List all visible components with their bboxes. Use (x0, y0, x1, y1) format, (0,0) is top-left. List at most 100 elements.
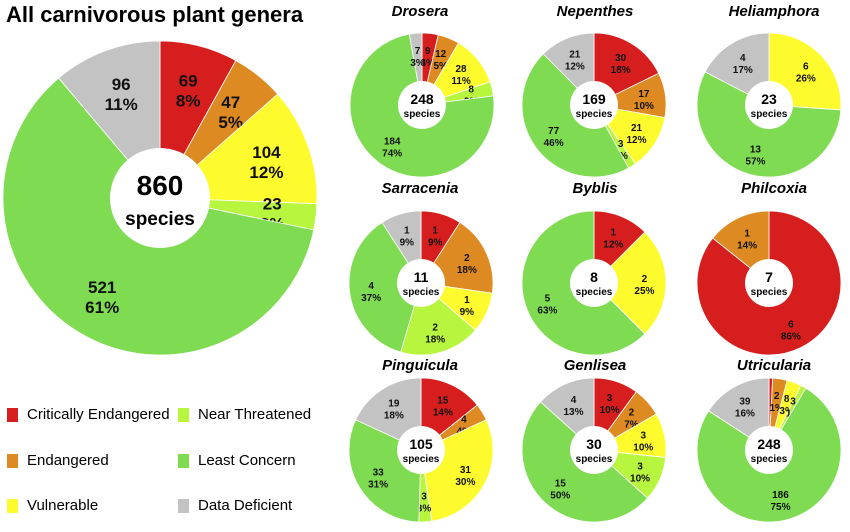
center-species-label: species (404, 109, 441, 120)
slice-count-label: 39 (739, 397, 751, 408)
slice-percent-label: 75% (770, 502, 790, 513)
slice-count-label: 7 (415, 46, 421, 57)
legend-swatch-vulnerable (7, 498, 18, 513)
slice-percent-label: 10% (630, 473, 650, 484)
slice-count-label: 1 (432, 226, 438, 237)
slice-percent-label: 57% (745, 157, 765, 168)
slice-count-label: 30 (615, 53, 627, 64)
slice-percent-label: 9% (428, 238, 443, 249)
center-species-label: species (576, 287, 613, 298)
slice-count-label: 104 (252, 143, 281, 162)
slice-count-label: 6 (788, 319, 794, 330)
legend-data-deficient: Data Deficient (178, 497, 292, 514)
slice-count-label: 21 (569, 49, 581, 60)
legend-label: Endangered (27, 452, 109, 469)
slice-percent-label: 18% (457, 265, 477, 276)
slice-count-label: 23 (263, 195, 282, 214)
slice-count-label: 4 (740, 53, 746, 64)
slice-count-label: 3 (618, 139, 624, 150)
slice-count-label: 31 (460, 465, 472, 476)
slice-count-label: 2 (629, 407, 635, 418)
center-hole (745, 259, 793, 307)
pie-slice (348, 221, 422, 353)
legend-swatch-critically-endangered (7, 407, 18, 422)
slice-percent-label: 10% (600, 405, 620, 416)
slice-count-label: 6 (803, 62, 809, 73)
slice-count-label: 2 (774, 391, 780, 402)
slice-count-label: 15 (437, 396, 449, 407)
slice-percent-label: 7% (624, 419, 639, 430)
slice-count-label: 4 (461, 415, 467, 426)
page-title: All carnivorous plant genera (6, 2, 304, 27)
center-species-label: species (125, 209, 195, 230)
slice-percent-label: 4% (421, 58, 436, 69)
title-pinguicula: Pinguicula (382, 357, 458, 374)
slice-count-label: 3 (790, 397, 796, 408)
legend-vulnerable: Vulnerable (7, 497, 98, 514)
title-utricularia: Utricularia (736, 357, 812, 374)
slice-percent-label: 50% (550, 490, 570, 501)
legend-swatch-data-deficient (178, 498, 189, 513)
center-total: 8 (590, 269, 598, 285)
center-total: 105 (409, 436, 433, 452)
slice-percent-label: 9% (400, 238, 415, 249)
slice-percent-label: 11% (451, 76, 471, 87)
pie-chart: 112% 225% 563% 8 species (521, 210, 667, 356)
title-philcoxia: Philcoxia (741, 180, 807, 197)
slice-count-label: 5 (545, 293, 551, 304)
slice-count-label: 2 (432, 322, 438, 333)
pie-slice (355, 377, 422, 451)
slice-count-label: 21 (631, 123, 643, 134)
pie-chart: 686% 114% 7 species (696, 210, 842, 356)
legend-endangered: Endangered (7, 452, 109, 469)
slice-percent-label: 18% (384, 411, 404, 422)
slice-percent-label: 12% (627, 135, 647, 146)
center-hole (570, 81, 618, 129)
slice-percent-label: 5% (433, 61, 448, 72)
slice-percent-label: 25% (634, 286, 654, 297)
slice-percent-label: 14% (433, 408, 453, 419)
legend-swatch-least-concern (178, 453, 189, 468)
slice-count-label: 3 (607, 393, 613, 404)
slice-percent-label: 12% (565, 61, 585, 72)
slice-percent-label: 30% (455, 477, 475, 488)
slice-percent-label: 8% (176, 92, 201, 111)
slice-count-label: 12 (435, 49, 447, 60)
center-hole (398, 81, 446, 129)
slice-count-label: 4 (368, 281, 374, 292)
slice-percent-label: 74% (382, 149, 402, 160)
center-species-label: species (403, 454, 440, 465)
pie-slice (704, 32, 770, 106)
slice-percent-label: 10% (633, 443, 653, 454)
slice-percent-label: 10% (634, 101, 654, 112)
slice-percent-label: 18% (425, 334, 445, 345)
slice-count-label: 3 (641, 431, 647, 442)
center-species-label: species (751, 454, 788, 465)
title-nepenthes: Nepenthes (556, 3, 634, 20)
center-total: 169 (582, 91, 606, 107)
slice-count-label: 1 (744, 229, 750, 240)
slice-count-label: 33 (373, 467, 385, 478)
center-species-label: species (576, 109, 613, 120)
center-total: 248 (410, 91, 434, 107)
slice-count-label: 184 (384, 137, 401, 148)
center-hole (745, 426, 793, 474)
slice-count-label: 186 (772, 490, 789, 501)
center-species-label: species (403, 287, 440, 298)
slice-count-label: 4 (571, 395, 577, 406)
slice-percent-label: 3% (779, 406, 794, 417)
center-total: 30 (586, 436, 602, 452)
slice-percent-label: 9% (460, 307, 475, 318)
center-total: 248 (757, 436, 781, 452)
slice-count-label: 77 (548, 126, 560, 137)
center-species-label: species (576, 454, 613, 465)
title-heliamphora: Heliamphora (728, 3, 820, 20)
